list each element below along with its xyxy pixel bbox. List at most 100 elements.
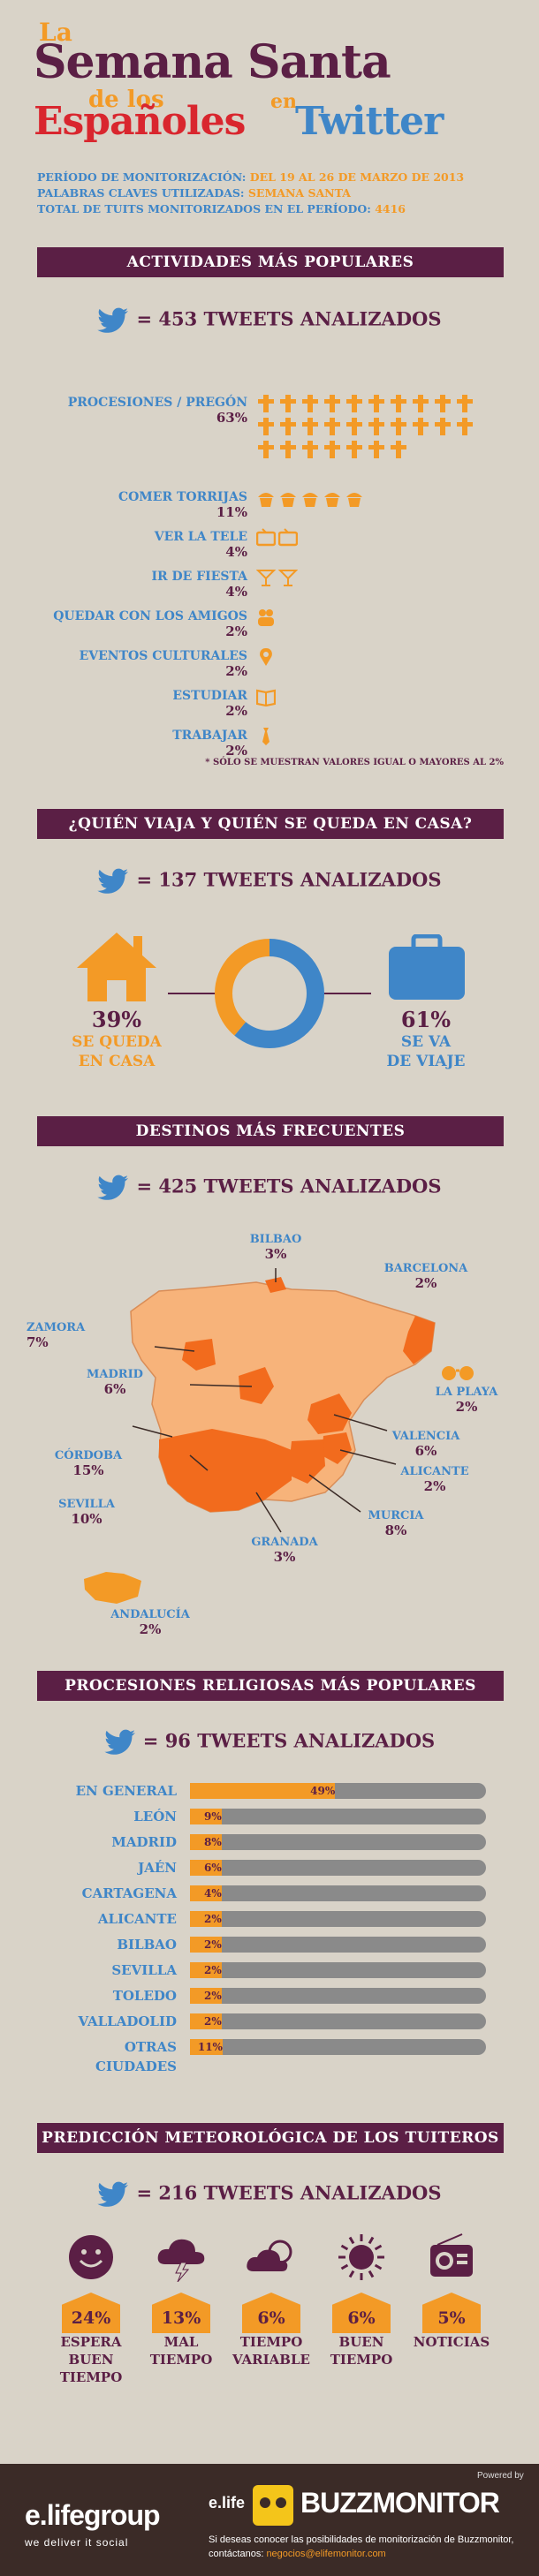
actividad-pct: 4%	[225, 544, 247, 560]
total-value: 4416	[375, 202, 406, 215]
meteo-icon-wrap	[232, 2232, 311, 2285]
viaje-label-1: SE VA	[400, 1033, 452, 1051]
destino-label: VALENCIA 6%	[382, 1429, 470, 1459]
procesion-track: 9%	[190, 1809, 486, 1824]
procesion-row: JAÉN 6%	[71, 1858, 486, 1877]
procesion-row: BILBAO 2%	[71, 1935, 486, 1954]
meteo-count-text: = 216 TWEETS ANALIZADOS	[136, 2181, 442, 2204]
cross-icon	[435, 395, 451, 412]
cross-icon	[391, 418, 406, 435]
procesion-value: 2%	[204, 2015, 222, 2028]
meteo-item: 6% BUEN TIEMPO	[322, 2232, 401, 2368]
title-la: La	[39, 18, 72, 47]
elife-tagline: we deliver it social	[25, 2536, 129, 2549]
actividad-row: COMER TORRIJAS 11%	[35, 490, 512, 525]
periodo-value: DEL 19 AL 26 DE MARZO DE 2013	[249, 170, 465, 184]
destino-name: GRANADA	[251, 1536, 318, 1549]
procesion-label: JAÉN	[138, 1860, 177, 1876]
meteo-pct-tag: 5%	[422, 2293, 481, 2333]
cross-icon	[435, 418, 451, 435]
procesion-bar	[190, 1885, 222, 1901]
cross-icon	[258, 418, 274, 435]
actividad-pct: 2%	[225, 663, 247, 679]
cloud-sun-icon	[247, 2240, 292, 2271]
procesiones-count-text: = 96 TWEETS ANALIZADOS	[142, 1729, 436, 1752]
procesion-value: 9%	[204, 1810, 222, 1823]
cross-icon	[346, 418, 362, 435]
procesion-label: ALICANTE	[97, 1911, 177, 1927]
destino-pct: 15%	[72, 1462, 104, 1478]
procesion-value: 2%	[204, 1913, 222, 1925]
destino-pct: 2%	[455, 1399, 478, 1415]
tv-icon	[277, 528, 299, 547]
cross-icon	[258, 441, 274, 458]
procesiones-count: = 96 TWEETS ANALIZADOS	[0, 1729, 539, 1756]
actividad-row: VER LA TELE 4%	[35, 528, 512, 565]
actividades-count-text: = 453 TWEETS ANALIZADOS	[136, 307, 442, 330]
muffin-icon	[346, 493, 362, 507]
meteo-pct-tag: 6%	[332, 2293, 391, 2333]
actividad-icons	[256, 488, 495, 511]
contact-email-link[interactable]: negocios@elifemonitor.com	[266, 2549, 386, 2559]
actividad-pct: 2%	[225, 703, 247, 719]
viaje-pct: 61%	[400, 1007, 452, 1032]
contact-label: contáctanos:	[209, 2549, 264, 2559]
meteo-label: MAL	[163, 2334, 199, 2350]
cross-icon	[280, 395, 296, 412]
muffin-icon	[258, 493, 274, 507]
procesion-row: OTRAS CIUDADES 11%	[71, 2037, 486, 2074]
viaja-banner: ¿QUIÉN VIAJA Y QUIÉN SE QUEDA EN CASA?	[37, 809, 504, 839]
destino-name: BARCELONA	[383, 1262, 468, 1275]
region-murcia	[288, 1439, 325, 1484]
meteo-label: TIEMPO	[149, 2352, 213, 2368]
elife-small: e.life	[209, 2494, 246, 2512]
procesion-label: SEVILLA	[111, 1962, 177, 1978]
meteo-icon-wrap	[141, 2232, 221, 2285]
region-barcelona	[403, 1316, 435, 1364]
cross-icon	[368, 418, 384, 435]
procesion-label: BILBAO	[117, 1937, 177, 1953]
destino-name: SEVILLA	[58, 1498, 115, 1511]
procesion-value: 2%	[204, 1990, 222, 2002]
viaja-count-text: = 137 TWEETS ANALIZADOS	[136, 868, 442, 891]
actividad-pct: 11%	[216, 504, 247, 520]
cross-icon	[457, 395, 473, 412]
procesiones-banner: PROCESIONES RELIGIOSAS MÁS POPULARES	[37, 1671, 504, 1701]
meteo-item: 24% ESPERA BUEN TIEMPO	[51, 2232, 131, 2386]
cross-icon	[368, 395, 384, 412]
powered-by: Powered by	[477, 2471, 524, 2481]
procesion-label: MADRID	[111, 1834, 177, 1850]
cross-icon	[324, 418, 340, 435]
cross-icon	[346, 441, 362, 458]
radio-icon	[430, 2233, 473, 2277]
cross-icon	[457, 418, 473, 435]
actividad-icons	[255, 687, 495, 710]
destino-pct: 8%	[384, 1522, 407, 1538]
procesion-track: 2%	[190, 1937, 486, 1953]
meteo-item: 13% MAL TIEMPO	[141, 2232, 221, 2368]
cocktail-icon	[277, 570, 299, 586]
procesion-track: 2%	[190, 2013, 486, 2029]
procesion-row: MADRID 8%	[71, 1832, 486, 1852]
tie-icon	[262, 728, 270, 745]
actividad-label: PROCESIONES / PREGÓN	[67, 396, 247, 410]
procesion-row: ALICANTE 2%	[71, 1909, 486, 1929]
destino-name: MADRID	[87, 1368, 143, 1381]
sun-icon	[338, 2234, 384, 2280]
andalucia-icon	[84, 1572, 141, 1604]
meteo-label: ESPERA	[60, 2334, 122, 2350]
twitter-bird-icon	[97, 1175, 129, 1200]
procesion-label: CARTAGENA	[81, 1885, 177, 1901]
actividad-row: QUEDAR CON LOS AMIGOS 2%	[35, 609, 512, 645]
destino-name: BILBAO	[249, 1233, 302, 1246]
destino-pct: 7%	[27, 1334, 49, 1350]
procesion-bar	[190, 1962, 222, 1978]
actividad-pct: 2%	[225, 623, 247, 639]
procesion-track: 6%	[190, 1860, 486, 1876]
procesion-value: 49%	[310, 1785, 336, 1797]
meta-periodo: PERÍODO DE MONITORIZACIÓN: DEL 19 AL 26 …	[37, 170, 464, 184]
meteo-label: NOTICIAS	[413, 2334, 490, 2350]
donut-chart	[168, 939, 371, 1048]
destino-pct: 2%	[414, 1275, 437, 1291]
meteo-label: TIEMPO	[59, 2369, 123, 2385]
